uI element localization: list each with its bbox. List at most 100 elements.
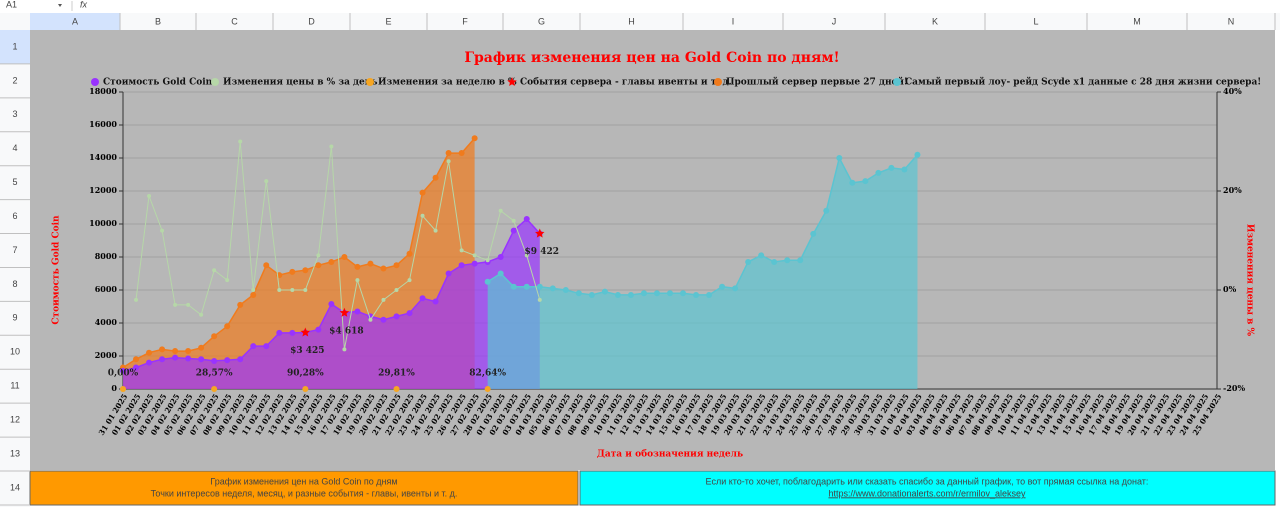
point xyxy=(446,159,451,164)
point xyxy=(238,139,243,144)
row-header: 7 xyxy=(12,245,17,255)
footer-right-text: Если кто-то хочет, поблагодарить или ска… xyxy=(706,476,1149,486)
point xyxy=(225,278,230,283)
data-label: $9 422 xyxy=(525,247,559,257)
point xyxy=(198,356,205,363)
footer-left-line: График изменения цен на Gold Coin по дня… xyxy=(210,476,397,486)
area-line xyxy=(122,137,476,369)
point xyxy=(511,218,516,223)
legend-label: Самый первый лоу- рейд Scyde x1 данные с… xyxy=(905,77,1261,88)
column-header: N xyxy=(1228,16,1235,26)
point xyxy=(407,278,412,283)
point xyxy=(393,385,400,392)
point xyxy=(315,262,322,269)
y2-tick-label: 40% xyxy=(1223,86,1242,96)
point xyxy=(484,278,491,285)
point xyxy=(224,357,231,364)
point xyxy=(342,347,347,352)
column-header: E xyxy=(385,16,391,26)
point xyxy=(173,302,178,307)
point xyxy=(368,317,373,322)
chart-background xyxy=(30,30,1275,470)
point xyxy=(146,359,153,366)
y-tick-label: 14000 xyxy=(89,152,117,162)
y-tick-label: 12000 xyxy=(89,185,117,195)
point xyxy=(823,207,830,214)
row-header: 6 xyxy=(12,211,17,221)
row-header: 10 xyxy=(10,347,20,357)
point xyxy=(523,216,530,223)
column-header: C xyxy=(231,16,238,26)
point xyxy=(134,297,139,302)
donation-link[interactable]: https://www.donationalerts.com/r/ermilov… xyxy=(828,488,1026,498)
point xyxy=(303,288,308,292)
point xyxy=(185,355,192,362)
point xyxy=(693,291,700,298)
point xyxy=(536,283,543,290)
data-label: 28,57% xyxy=(196,368,233,378)
point xyxy=(601,288,608,295)
point xyxy=(510,227,517,234)
data-label: 90,28% xyxy=(287,368,324,378)
row-header: 12 xyxy=(10,414,20,424)
legend-marker xyxy=(714,78,722,86)
point xyxy=(745,258,752,265)
y-tick-label: 18000 xyxy=(89,86,117,96)
point xyxy=(497,270,504,277)
point xyxy=(537,297,542,302)
legend-label: Прошлый сервер первые 27 дней! xyxy=(726,77,908,88)
point xyxy=(354,308,361,315)
point xyxy=(147,193,152,198)
point xyxy=(185,348,192,355)
point xyxy=(471,135,478,142)
point xyxy=(706,291,713,298)
point xyxy=(120,367,126,374)
point xyxy=(277,288,282,292)
data-label: 29,81% xyxy=(378,368,415,378)
row-header: 8 xyxy=(12,279,17,289)
point xyxy=(159,346,166,353)
point xyxy=(237,301,244,308)
point xyxy=(719,283,726,290)
event-star xyxy=(535,228,545,238)
point xyxy=(901,166,908,173)
point xyxy=(432,298,439,305)
point xyxy=(862,178,869,185)
point xyxy=(393,262,400,269)
point xyxy=(302,267,309,274)
y-tick-label: 0 xyxy=(111,383,117,393)
point xyxy=(406,310,413,317)
point xyxy=(810,230,817,237)
data-label: 82,64% xyxy=(469,368,506,378)
name-box-dropdown[interactable] xyxy=(58,4,62,7)
column-header: A xyxy=(72,16,78,26)
point xyxy=(133,356,140,363)
y-tick-label: 2000 xyxy=(95,350,118,360)
area-fill xyxy=(487,154,918,389)
point xyxy=(562,287,569,293)
point xyxy=(251,288,256,292)
point xyxy=(614,291,621,298)
footer-right-cell xyxy=(579,470,1276,506)
column-header-bar xyxy=(0,13,1280,30)
column-header: K xyxy=(932,16,938,26)
point xyxy=(381,297,386,302)
formula-icon: fx xyxy=(80,0,88,9)
point xyxy=(172,348,179,355)
name-box[interactable]: A1 xyxy=(6,0,17,9)
footer-left-cell xyxy=(29,470,579,506)
point xyxy=(263,262,270,269)
point xyxy=(276,329,283,336)
point xyxy=(198,344,205,351)
column-header: I xyxy=(732,16,735,26)
point xyxy=(211,385,218,392)
legend-marker xyxy=(91,78,99,86)
point xyxy=(549,285,556,292)
data-label: $3 425 xyxy=(290,346,324,356)
point xyxy=(211,357,218,364)
point xyxy=(458,150,465,157)
chart-title: График изменения цен на Gold Coin по дня… xyxy=(464,50,839,66)
point xyxy=(263,343,270,350)
